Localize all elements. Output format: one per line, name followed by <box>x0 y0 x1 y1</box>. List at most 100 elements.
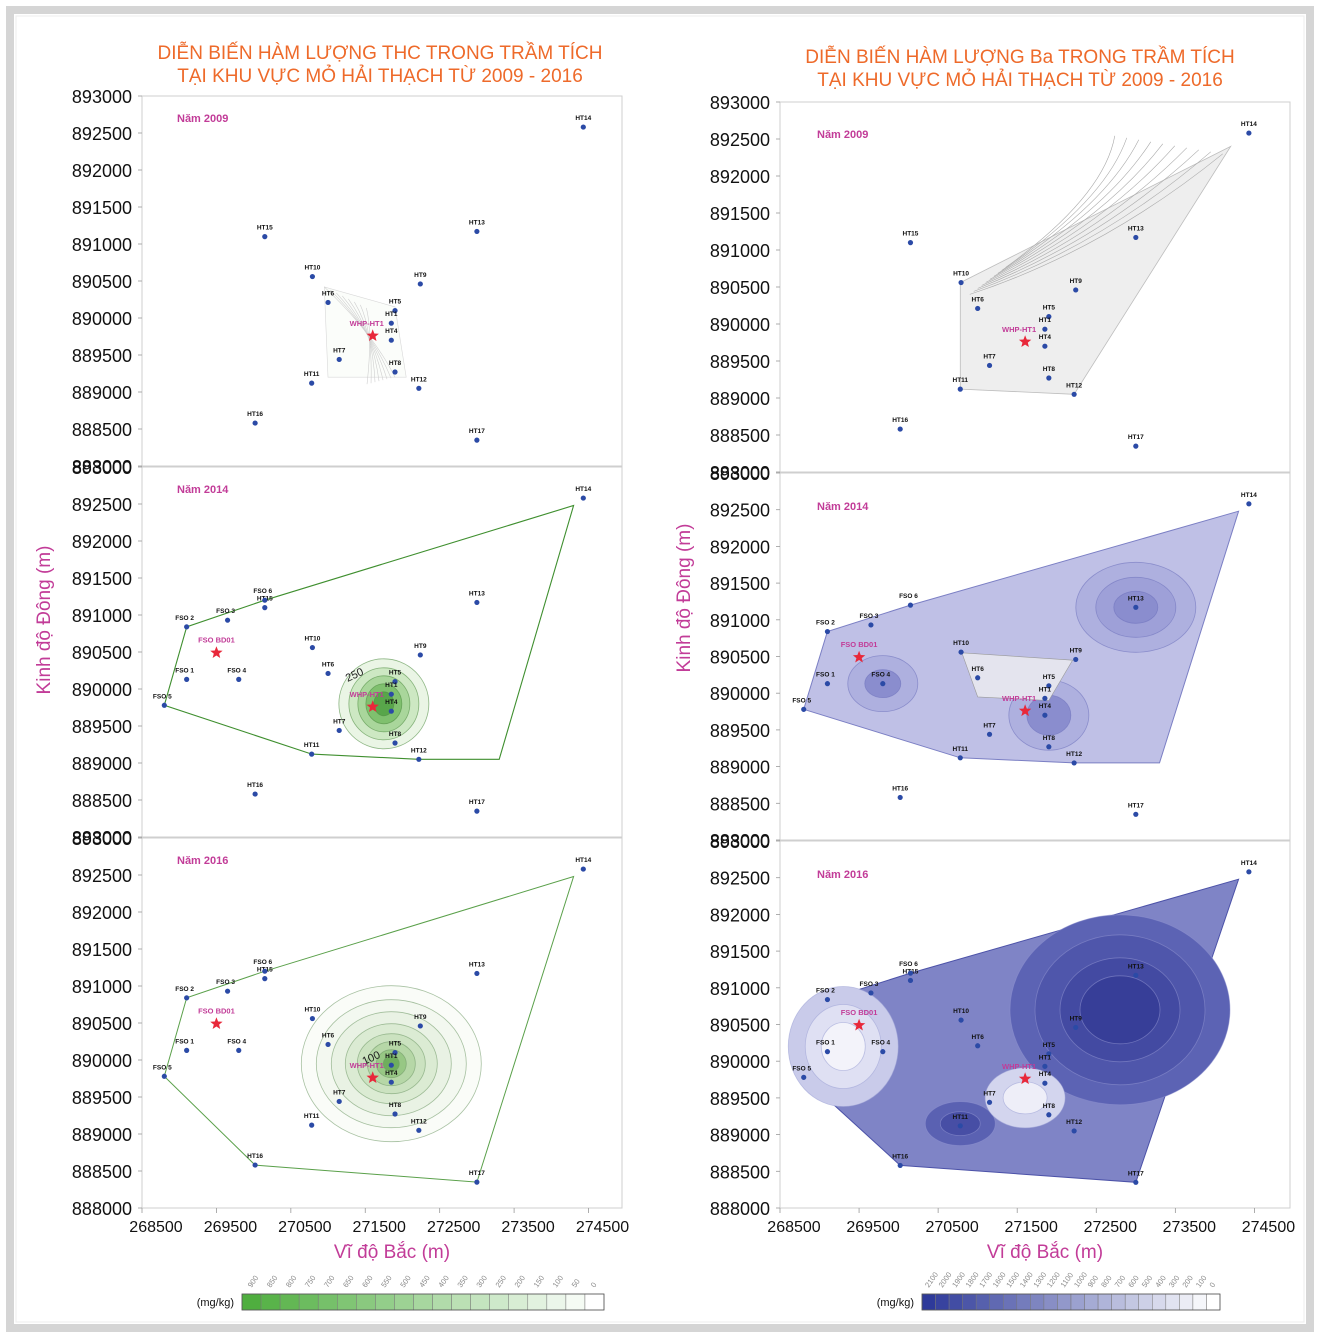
ytick-label: 893000 <box>710 93 770 113</box>
ytick-label: 890000 <box>72 309 132 329</box>
station-marker <box>474 437 480 443</box>
right-title-line-2: TẠI KHU VỰC MỎ HẢI THẠCH TỪ 2009 - 2016 <box>817 70 1223 91</box>
station-marker <box>824 681 831 687</box>
ytick-label: 888500 <box>710 1162 770 1182</box>
ytick-label: 893000 <box>710 464 770 484</box>
xtick-label: 274500 <box>576 1219 629 1236</box>
legend-tick-label: 750 <box>303 1274 318 1289</box>
station-fso2-thc-2014: FSO 2 <box>175 615 194 630</box>
station-marker <box>309 273 316 280</box>
station-marker <box>309 1122 315 1128</box>
station-marker <box>336 356 342 363</box>
station-marker <box>262 976 268 982</box>
ytick-label: 890500 <box>710 1016 770 1036</box>
legend-swatch <box>527 1293 548 1311</box>
platform-star-icon <box>1018 704 1032 717</box>
station-marker <box>1046 744 1052 750</box>
thc-panel-2016: 100HT14HT15HT13HT10HT9HT6HT5HT1HT4HT7HT8… <box>72 829 623 1219</box>
legend-tick-label: 650 <box>341 1274 356 1289</box>
station-label: HT9 <box>1070 647 1083 654</box>
station-marker <box>184 995 190 1001</box>
ytick-label: 892000 <box>72 903 132 923</box>
ytick-label: 891500 <box>710 204 770 224</box>
station-ht1-thc-2014: HT1 <box>385 682 398 697</box>
station-fso5-ba-2016: FSO 5 <box>792 1065 811 1080</box>
legend-swatch <box>432 1293 452 1311</box>
station-marker <box>474 970 480 977</box>
station-marker <box>824 1049 831 1055</box>
legend-swatch <box>451 1293 471 1311</box>
legend-tick-label: 200 <box>513 1274 528 1289</box>
thc-2014-hull <box>163 504 575 760</box>
station-marker <box>474 599 480 606</box>
station-label: HT7 <box>333 718 346 725</box>
station-marker <box>1246 501 1252 507</box>
station-label: HT10 <box>953 271 969 278</box>
legend-swatch <box>935 1293 950 1311</box>
ytick-label: 889500 <box>72 717 132 737</box>
ytick-label: 891500 <box>72 569 132 589</box>
platform-star-icon <box>1018 1072 1032 1085</box>
station-label: HT1 <box>1039 1054 1052 1061</box>
ytick-label: 890000 <box>72 680 132 700</box>
station-label: HT17 <box>1128 1170 1144 1177</box>
ba-ylabel: Kinh độ Đông (m) <box>674 524 695 673</box>
station-label: FSO 6 <box>899 961 918 968</box>
ba-yticks-2016: 893000 892500 892000 891500 891000 890500 8900… <box>710 832 780 1219</box>
station-ht7-ba-2014: HT7 <box>983 722 996 737</box>
station-ht6-thc-2016: HT6 <box>322 1032 335 1048</box>
station-marker <box>417 1023 423 1029</box>
ytick-label: 888000 <box>72 1199 132 1219</box>
station-label: FSO 5 <box>153 693 172 700</box>
station-ht1-ba-2016: HT1 <box>1039 1054 1052 1069</box>
station-label: HT8 <box>389 360 402 367</box>
legend-tick-label: 1000 <box>1072 1270 1089 1289</box>
station-marker <box>958 649 964 655</box>
station-ht16-thc-2014: HT16 <box>247 782 263 797</box>
station-marker <box>1046 1051 1052 1057</box>
ba-2016-contour-ht7-1 <box>1002 1081 1048 1115</box>
platform-whp-ht1-thc-2014: WHP-HT1 <box>350 690 384 712</box>
station-marker <box>1042 326 1048 332</box>
ytick-label: 891000 <box>710 241 770 261</box>
year-label-2016: Năm 2016 <box>817 869 868 881</box>
platform-label: WHP-HT1 <box>1002 1062 1036 1071</box>
station-ht6-ba-2014: HT6 <box>972 666 984 681</box>
station-label: HT6 <box>322 290 335 297</box>
legend-tick-label: 500 <box>1140 1274 1155 1289</box>
station-label: HT12 <box>411 747 427 754</box>
station-label: HT7 <box>333 347 346 354</box>
station-label: HT1 <box>385 311 398 318</box>
station-fso4-ba-2014: FSO 4 <box>871 672 891 687</box>
ba-2009-isoline-7 <box>997 139 1140 274</box>
station-marker <box>580 495 586 501</box>
station-ht8-ba-2009: HT8 <box>1043 366 1055 381</box>
station-label: FSO 6 <box>253 959 272 966</box>
legend-swatch <box>489 1293 509 1311</box>
xtick-label: 273500 <box>501 1219 554 1236</box>
ytick-label: 893000 <box>710 832 770 852</box>
legend-tick-label: 250 <box>493 1274 508 1289</box>
station-ht14-ba-2016: HT14 <box>1241 860 1257 875</box>
station-label: HT14 <box>575 115 591 122</box>
legend-swatch <box>1192 1293 1207 1311</box>
station-ht13-thc-2014: HT13 <box>469 590 485 606</box>
station-ht14-ba-2009: HT14 <box>1241 121 1257 136</box>
xtick-label: 268500 <box>129 1219 182 1236</box>
ytick-label: 893000 <box>72 458 132 478</box>
station-marker <box>1071 391 1077 397</box>
legend-swatch <box>298 1293 319 1311</box>
thc-yticks-2014: 893000 892500 892000 891500 891000 890500 8900… <box>72 458 142 848</box>
station-fso6-thc-2014: FSO 6 <box>253 588 273 603</box>
legend-tick-label: 200 <box>1180 1274 1195 1289</box>
left-title-line-2: TẠI KHU VỰC MỎ HẢI THẠCH TỪ 2009 - 2016 <box>177 66 583 87</box>
ytick-label: 891000 <box>710 611 770 631</box>
station-label: HT7 <box>983 722 996 729</box>
legend-tick-label: 550 <box>379 1274 394 1289</box>
station-fso3-ba-2014: FSO 3 <box>860 613 879 628</box>
xtick-label: 272500 <box>1084 1219 1137 1236</box>
ytick-label: 889500 <box>72 346 132 366</box>
station-label: HT11 <box>304 1113 320 1120</box>
station-label: HT14 <box>1241 492 1257 499</box>
